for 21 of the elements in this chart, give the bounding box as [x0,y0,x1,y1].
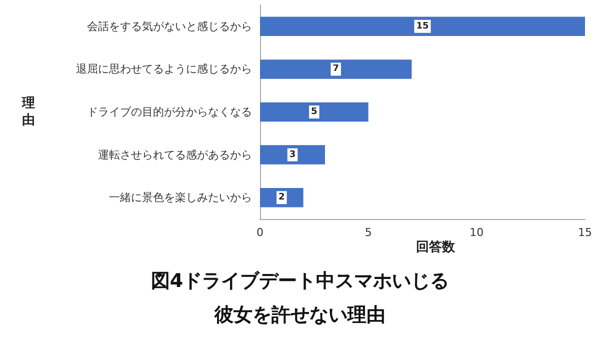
data-label: 15 [416,21,429,32]
bar [260,60,412,79]
bar [260,16,585,36]
data-label: 5 [311,107,318,117]
x-tick-label: 15 [578,226,592,239]
y-tick-label: 退屈に思わせてるように感じるから [76,62,252,76]
y-tick-label: 一緒に景色を楽しみたいから [109,191,252,204]
y-tick-label: 運転させられてる感があるから [98,148,252,162]
y-axis-title: 理由 [21,96,35,128]
x-axis-title: 回答数 [416,240,456,255]
y-tick-label: ドライブの目的が分からなくなる [87,106,252,118]
data-label: 7 [332,64,339,74]
data-label: 2 [278,192,285,203]
x-tick-label: 0 [256,226,264,239]
bar [260,102,368,122]
y-tick-label: 会話をする気がないと感じるから [87,20,252,33]
bar [260,145,325,164]
text: 図4ドライブデート中スマホいじる彼女を許せない理由 [150,270,450,326]
x-tick-label: 10 [470,226,484,239]
data-label: 3 [289,150,296,160]
x-tick-label: 5 [364,226,372,239]
